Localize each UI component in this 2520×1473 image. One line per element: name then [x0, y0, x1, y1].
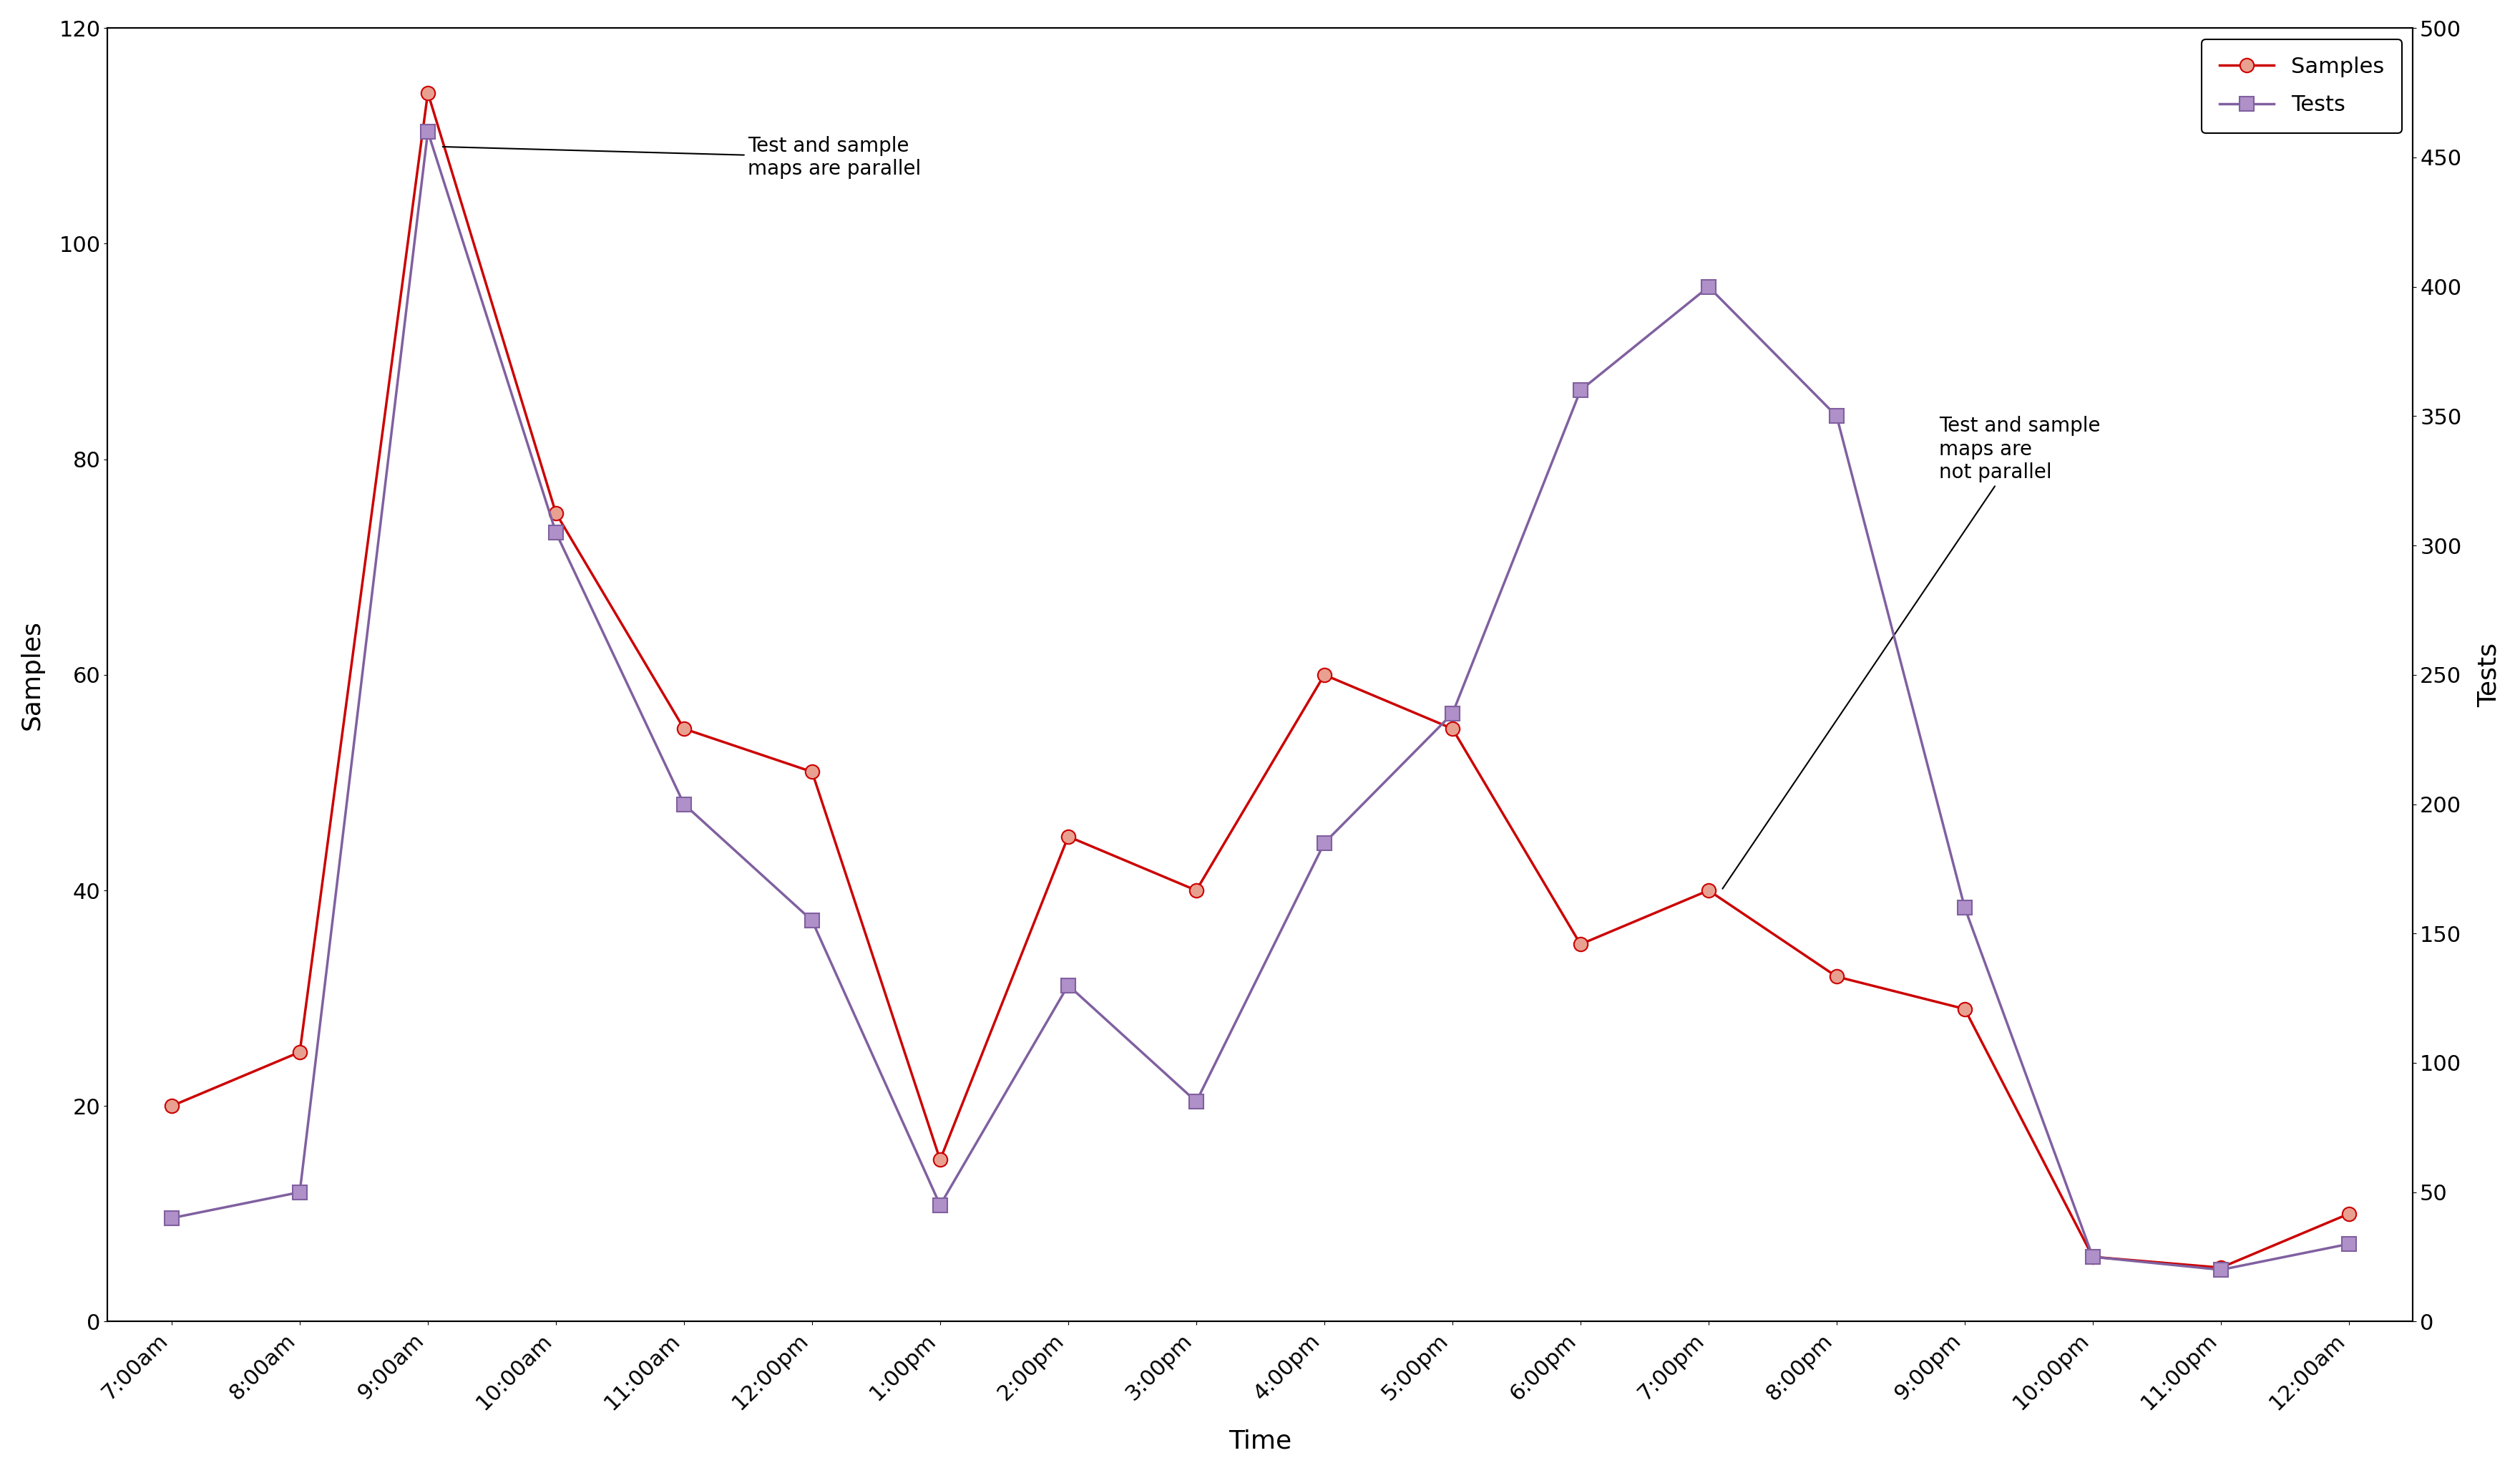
- Tests: [156, 1209, 186, 1227]
- Samples: [413, 84, 444, 102]
- Tests: [1436, 704, 1467, 722]
- Samples: [1308, 666, 1338, 683]
- Samples: [796, 763, 827, 781]
- Tests: [1182, 1093, 1212, 1111]
- Tests: [1948, 899, 1978, 916]
- Samples: [1693, 881, 1724, 899]
- X-axis label: Time: Time: [1227, 1429, 1290, 1454]
- Samples: [2334, 1205, 2364, 1223]
- Legend: Samples, Tests: Samples, Tests: [2200, 40, 2402, 133]
- Samples: [542, 504, 572, 521]
- Tests: [542, 524, 572, 542]
- Tests: [285, 1183, 315, 1200]
- Samples: [668, 720, 698, 738]
- Tests: [2076, 1248, 2107, 1265]
- Tests: [2334, 1234, 2364, 1252]
- Samples: [156, 1097, 186, 1115]
- Y-axis label: Tests: Tests: [2475, 642, 2500, 707]
- Samples: [925, 1150, 955, 1168]
- Tests: [1822, 408, 1852, 426]
- Tests: [1693, 278, 1724, 296]
- Samples: [1182, 881, 1212, 899]
- Samples: [1948, 1000, 1978, 1018]
- Samples: [1053, 828, 1084, 846]
- Tests: [796, 912, 827, 929]
- Samples: [1565, 935, 1595, 953]
- Text: Test and sample
maps are
not parallel: Test and sample maps are not parallel: [1721, 417, 2099, 888]
- Samples: [285, 1043, 315, 1061]
- Samples: [2205, 1259, 2235, 1277]
- Tests: [668, 795, 698, 813]
- Text: Test and sample
maps are parallel: Test and sample maps are parallel: [444, 136, 922, 180]
- Samples: [1822, 968, 1852, 985]
- Tests: [1565, 382, 1595, 399]
- Tests: [1308, 834, 1338, 851]
- Tests: [925, 1196, 955, 1214]
- Samples: [2076, 1248, 2107, 1265]
- Y-axis label: Samples: Samples: [20, 620, 45, 731]
- Line: Tests: Tests: [164, 125, 2356, 1277]
- Line: Samples: Samples: [164, 85, 2356, 1274]
- Tests: [2205, 1261, 2235, 1279]
- Tests: [1053, 977, 1084, 994]
- Tests: [413, 122, 444, 140]
- Samples: [1436, 720, 1467, 738]
